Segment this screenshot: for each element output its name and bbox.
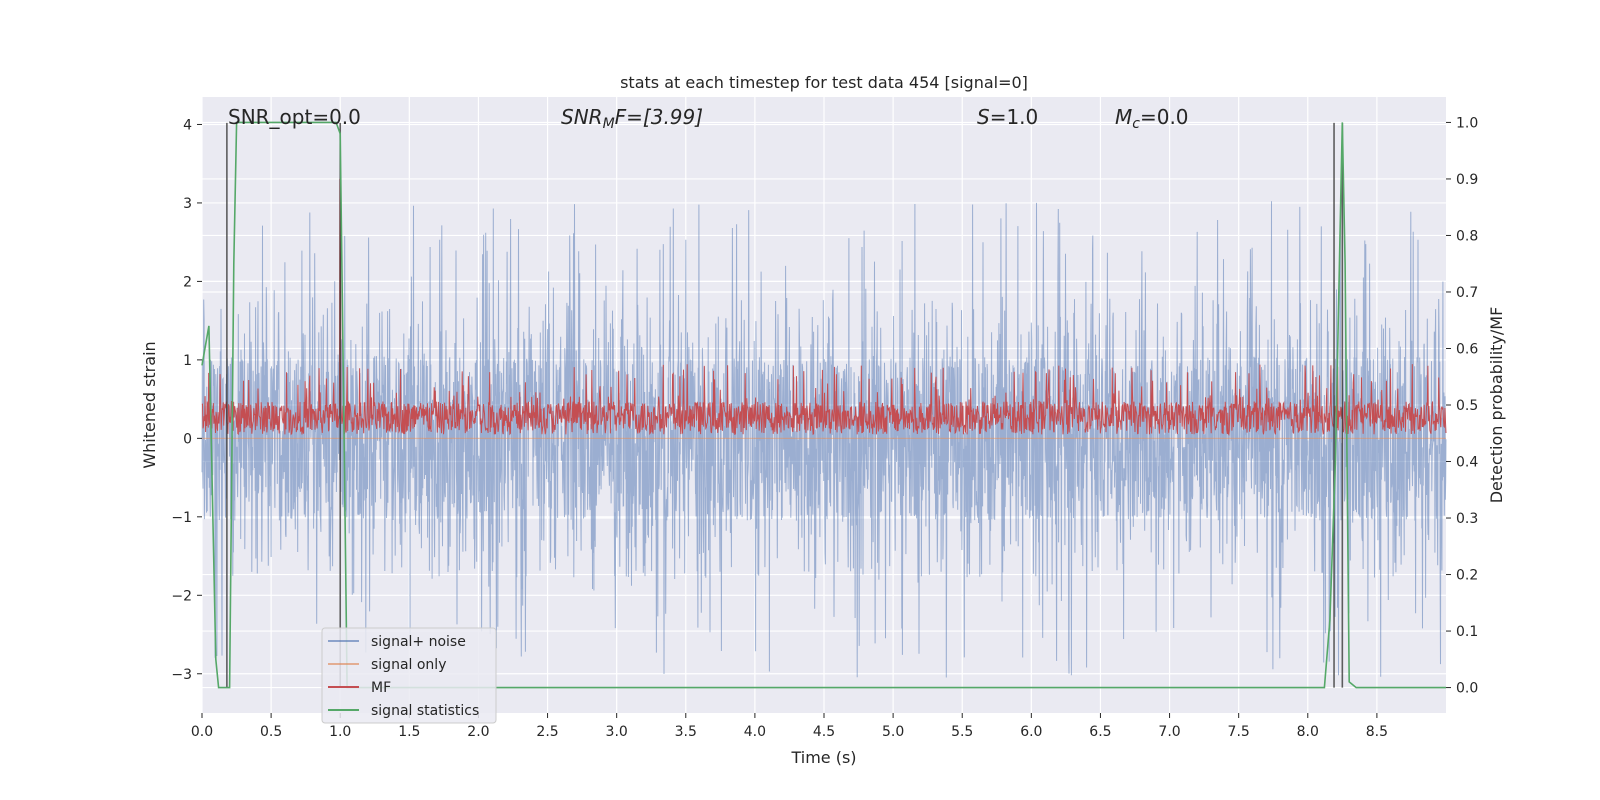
y-right-tick-label: 0.7 xyxy=(1456,285,1478,301)
x-tick-label: 8.0 xyxy=(1297,724,1319,740)
x-tick-label: 1.0 xyxy=(329,724,351,740)
y-tick-label: 4 xyxy=(183,117,192,133)
x-tick-label: 3.5 xyxy=(675,724,697,740)
y-right-tick-label: 0.8 xyxy=(1456,228,1478,244)
x-tick-label: 6.0 xyxy=(1020,724,1042,740)
y-tick-label: −3 xyxy=(171,667,192,683)
x-tick-label: 3.0 xyxy=(606,724,628,740)
legend: signal+ noise signal only MF signal stat… xyxy=(321,627,497,724)
y-right-tick-label: 1.0 xyxy=(1456,115,1478,131)
x-tick-label: 4.0 xyxy=(744,724,766,740)
y-tick-label: −2 xyxy=(171,588,192,604)
x-tick-label: 0.5 xyxy=(260,724,282,740)
x-tick-label: 2.5 xyxy=(536,724,558,740)
annotation-mc: Mc=0.0 xyxy=(1115,105,1189,132)
y-right-tick-label: 0.9 xyxy=(1456,172,1478,188)
y-right-axis-label: Detection probability/MF xyxy=(1487,307,1506,504)
legend-label-signal-statistics: signal statistics xyxy=(371,703,479,719)
legend-label-signal-only: signal only xyxy=(371,657,446,673)
x-tick-label: 7.0 xyxy=(1158,724,1180,740)
y-axis-label: Whitened strain xyxy=(140,341,159,468)
x-tick-label: 8.5 xyxy=(1366,724,1388,740)
x-tick-label: 1.5 xyxy=(398,724,420,740)
y-right-tick-label: 0.1 xyxy=(1456,624,1478,640)
x-axis-label: Time (s) xyxy=(790,748,856,767)
y-tick-label: −1 xyxy=(171,510,192,526)
x-tick-label: 6.5 xyxy=(1089,724,1111,740)
annotation-snr-opt: SNR_opt=0.0 xyxy=(228,105,361,129)
y-tick-label: 0 xyxy=(183,431,192,447)
vertical-markers xyxy=(226,122,1344,688)
series-mf xyxy=(201,178,1447,436)
y-tick-label: 2 xyxy=(183,274,192,290)
x-tick-label: 5.5 xyxy=(951,724,973,740)
axes: 0.0 0.5 1.0 1.5 2.0 2.5 3.0 3.5 4.0 4.5 5.0 5.5 6.0 6… xyxy=(171,115,1478,740)
legend-label-mf: MF xyxy=(371,680,391,696)
x-tick-label: 5.0 xyxy=(882,724,904,740)
y-right-tick-label: 0.4 xyxy=(1456,455,1478,471)
y-right-tick-label: 0.0 xyxy=(1456,681,1478,697)
legend-label-signal-noise: signal+ noise xyxy=(371,634,466,650)
y-tick-label: 3 xyxy=(183,196,192,212)
x-tick-label: 7.5 xyxy=(1228,724,1250,740)
annotation-s: S=1.0 xyxy=(977,105,1038,129)
x-tick-label: 4.5 xyxy=(813,724,835,740)
y-right-tick-label: 0.6 xyxy=(1456,341,1478,357)
x-tick-label: 2.0 xyxy=(467,724,489,740)
x-tick-label: 0.0 xyxy=(191,724,213,740)
chart-title: stats at each timestep for test data 454… xyxy=(620,73,1028,92)
legend-box xyxy=(321,627,497,724)
annotation-snr-mf: SNRMF=[3.99] xyxy=(561,105,703,132)
y-right-tick-label: 0.5 xyxy=(1456,398,1478,414)
y-right-tick-label: 0.3 xyxy=(1456,511,1478,527)
y-tick-label: 1 xyxy=(183,353,192,369)
y-right-tick-label: 0.2 xyxy=(1456,568,1478,584)
